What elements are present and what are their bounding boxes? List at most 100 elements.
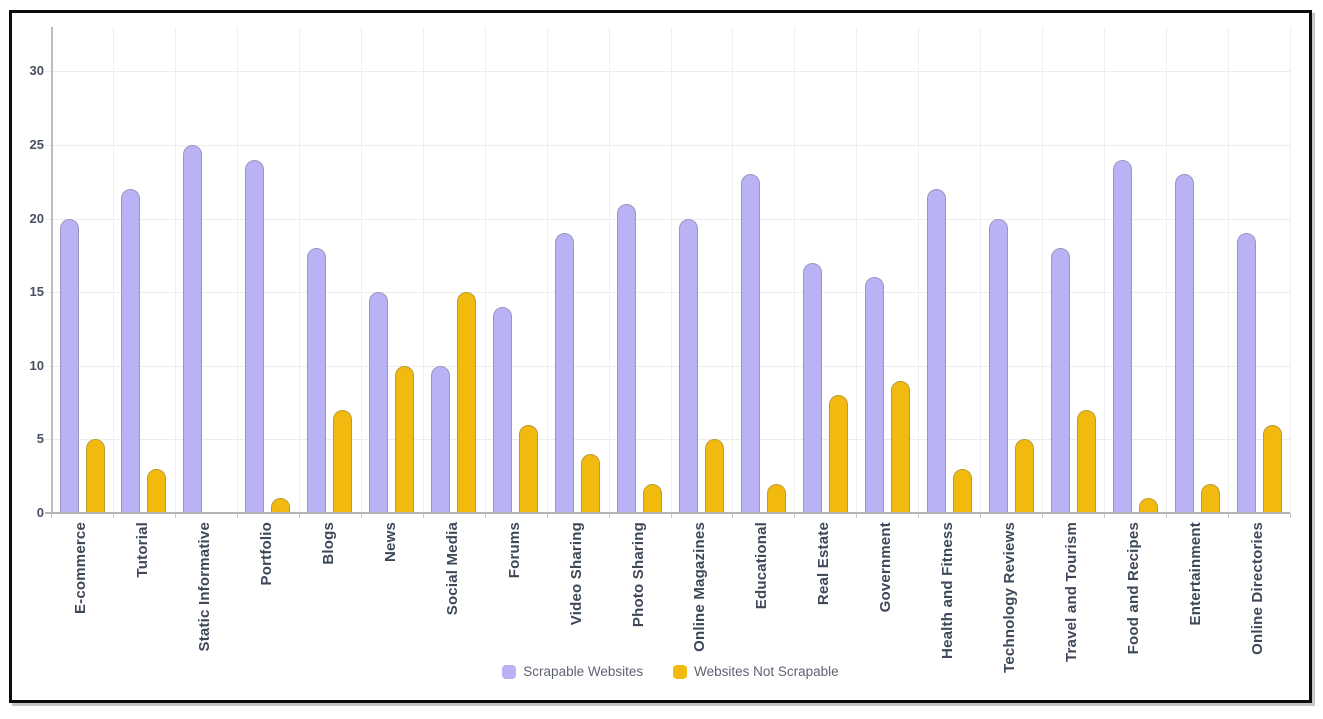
bar-websites-not-scrapable-technology-reviews	[1014, 439, 1034, 513]
legend-swatch-scrapable-icon	[502, 664, 517, 679]
gridline-x	[732, 27, 734, 513]
bar-scrapable-websites-static-informative	[183, 145, 203, 513]
gridline-y-15	[45, 292, 1290, 294]
y-axis-tick-label: 15	[29, 284, 44, 300]
x-axis-tick	[732, 513, 734, 518]
bar-websites-not-scrapable-portfolio	[271, 498, 291, 513]
gridline-y-10	[45, 365, 1290, 367]
x-axis-label-online-directories: Online Directories	[1249, 522, 1267, 655]
bar-scrapable-websites-online-magazines	[679, 218, 698, 513]
x-axis-label-static-informative: Static Informative	[195, 522, 213, 652]
gridline-x	[236, 27, 238, 513]
x-axis-tick	[1290, 513, 1291, 518]
x-axis-tick	[1228, 513, 1230, 518]
gridline-x	[608, 27, 610, 513]
gridline-x	[670, 27, 672, 513]
gridline-x	[1166, 27, 1168, 513]
x-axis-line	[45, 512, 1290, 514]
legend-item-scrapable-websites[interactable]: Scrapable Websites	[502, 664, 643, 679]
bar-websites-not-scrapable-forums	[519, 424, 539, 513]
bar-scrapable-websites-portfolio	[245, 159, 265, 513]
bar-scrapable-websites-travel-and-tourism	[1050, 248, 1070, 513]
x-axis-label-video-sharing: Video Sharing	[567, 522, 585, 626]
bar-scrapable-websites-photo-sharing	[617, 203, 637, 513]
gridline-x	[918, 27, 920, 513]
bar-scrapable-websites-technology-reviews	[988, 218, 1008, 513]
gridline-x	[856, 27, 858, 513]
chart-legend: Scrapable Websites Websites Not Scrapabl…	[51, 664, 1290, 679]
x-axis-tick	[112, 513, 114, 518]
x-axis-label-educational: Educational	[753, 522, 771, 610]
x-axis-tick	[484, 513, 486, 518]
legend-label-scrapable: Scrapable Websites	[523, 664, 644, 679]
bar-websites-not-scrapable-social-media	[457, 292, 477, 513]
x-axis-tick	[980, 513, 982, 518]
x-axis-label-food-and-recipes: Food and Recipes	[1125, 522, 1143, 655]
x-axis-label-online-magazines: Online Magazines	[691, 522, 709, 652]
bar-websites-not-scrapable-news	[395, 365, 415, 513]
bar-scrapable-websites-e-commerce	[59, 218, 79, 513]
x-axis-label-government: Government	[877, 522, 895, 613]
x-axis-tick	[1104, 513, 1106, 518]
gridline-y-30	[45, 71, 1290, 73]
gridline-x	[980, 27, 982, 513]
y-axis-tick-label: 25	[29, 137, 44, 152]
bar-scrapable-websites-video-sharing	[555, 233, 575, 513]
gridline-x	[1042, 27, 1044, 513]
x-axis-tick	[1042, 513, 1044, 518]
bar-websites-not-scrapable-travel-and-tourism	[1076, 409, 1096, 513]
x-axis-label-health-and-fitness: Health and Fitness	[939, 522, 957, 659]
gridline-x	[546, 27, 548, 513]
bar-websites-not-scrapable-blogs	[333, 409, 353, 513]
x-axis-label-technology-reviews: Technology Reviews	[1001, 522, 1019, 673]
bar-scrapable-websites-health-and-fitness	[926, 189, 946, 513]
x-axis-tick	[856, 513, 858, 518]
x-axis-label-tutorial: Tutorial	[133, 522, 151, 578]
x-axis-tick	[608, 513, 610, 518]
x-axis-label-entertainment: Entertainment	[1187, 522, 1205, 626]
bar-scrapable-websites-news	[369, 292, 389, 513]
gridline-x	[1290, 27, 1291, 513]
y-axis-tick-label: 20	[29, 210, 44, 226]
bar-websites-not-scrapable-online-magazines	[705, 439, 724, 513]
bar-scrapable-websites-online-directories	[1236, 233, 1256, 513]
gridline-x	[112, 27, 114, 513]
bar-scrapable-websites-social-media	[431, 365, 451, 513]
x-axis-label-social-media: Social Media	[443, 522, 461, 616]
x-axis-tick	[794, 513, 796, 518]
x-axis-tick	[422, 513, 424, 518]
x-axis-tick	[51, 513, 52, 518]
gridline-x	[1104, 27, 1106, 513]
legend-label-not-scrapable: Websites Not Scrapable	[694, 664, 839, 679]
x-axis-tick	[236, 513, 238, 518]
gridline-x	[298, 27, 300, 513]
x-axis-tick	[298, 513, 300, 518]
x-axis-label-forums: Forums	[505, 522, 523, 579]
x-axis-label-portfolio: Portfolio	[257, 522, 275, 586]
gridline-x	[1228, 27, 1230, 513]
x-axis-tick	[1166, 513, 1168, 518]
x-axis-label-blogs: Blogs	[319, 522, 337, 565]
x-axis-label-e-commerce: E-commerce	[71, 522, 89, 615]
x-axis-tick	[360, 513, 362, 518]
bar-websites-not-scrapable-video-sharing	[581, 454, 601, 513]
bar-websites-not-scrapable-online-directories	[1262, 424, 1282, 513]
x-axis-tick	[174, 513, 176, 518]
bar-scrapable-websites-entertainment	[1174, 174, 1194, 513]
x-axis-tick	[918, 513, 920, 518]
y-axis-tick-label: 30	[29, 63, 44, 79]
gridline-x	[794, 27, 796, 513]
bar-scrapable-websites-tutorial	[121, 189, 141, 513]
gridline-y-20	[45, 218, 1290, 220]
x-axis-tick	[546, 513, 548, 518]
bar-scrapable-websites-blogs	[307, 248, 327, 513]
legend-item-not-scrapable[interactable]: Websites Not Scrapable	[673, 664, 839, 679]
y-axis-tick-label: 10	[29, 357, 44, 373]
gridline-y-5	[45, 439, 1290, 441]
bar-websites-not-scrapable-educational	[766, 483, 786, 513]
x-axis-label-real-estate: Real Estate	[815, 522, 833, 606]
x-axis-tick	[670, 513, 672, 518]
bar-scrapable-websites-food-and-recipes	[1112, 159, 1132, 513]
y-axis-tick-label: 0	[36, 505, 44, 520]
y-axis-tick-label: 5	[36, 431, 44, 447]
